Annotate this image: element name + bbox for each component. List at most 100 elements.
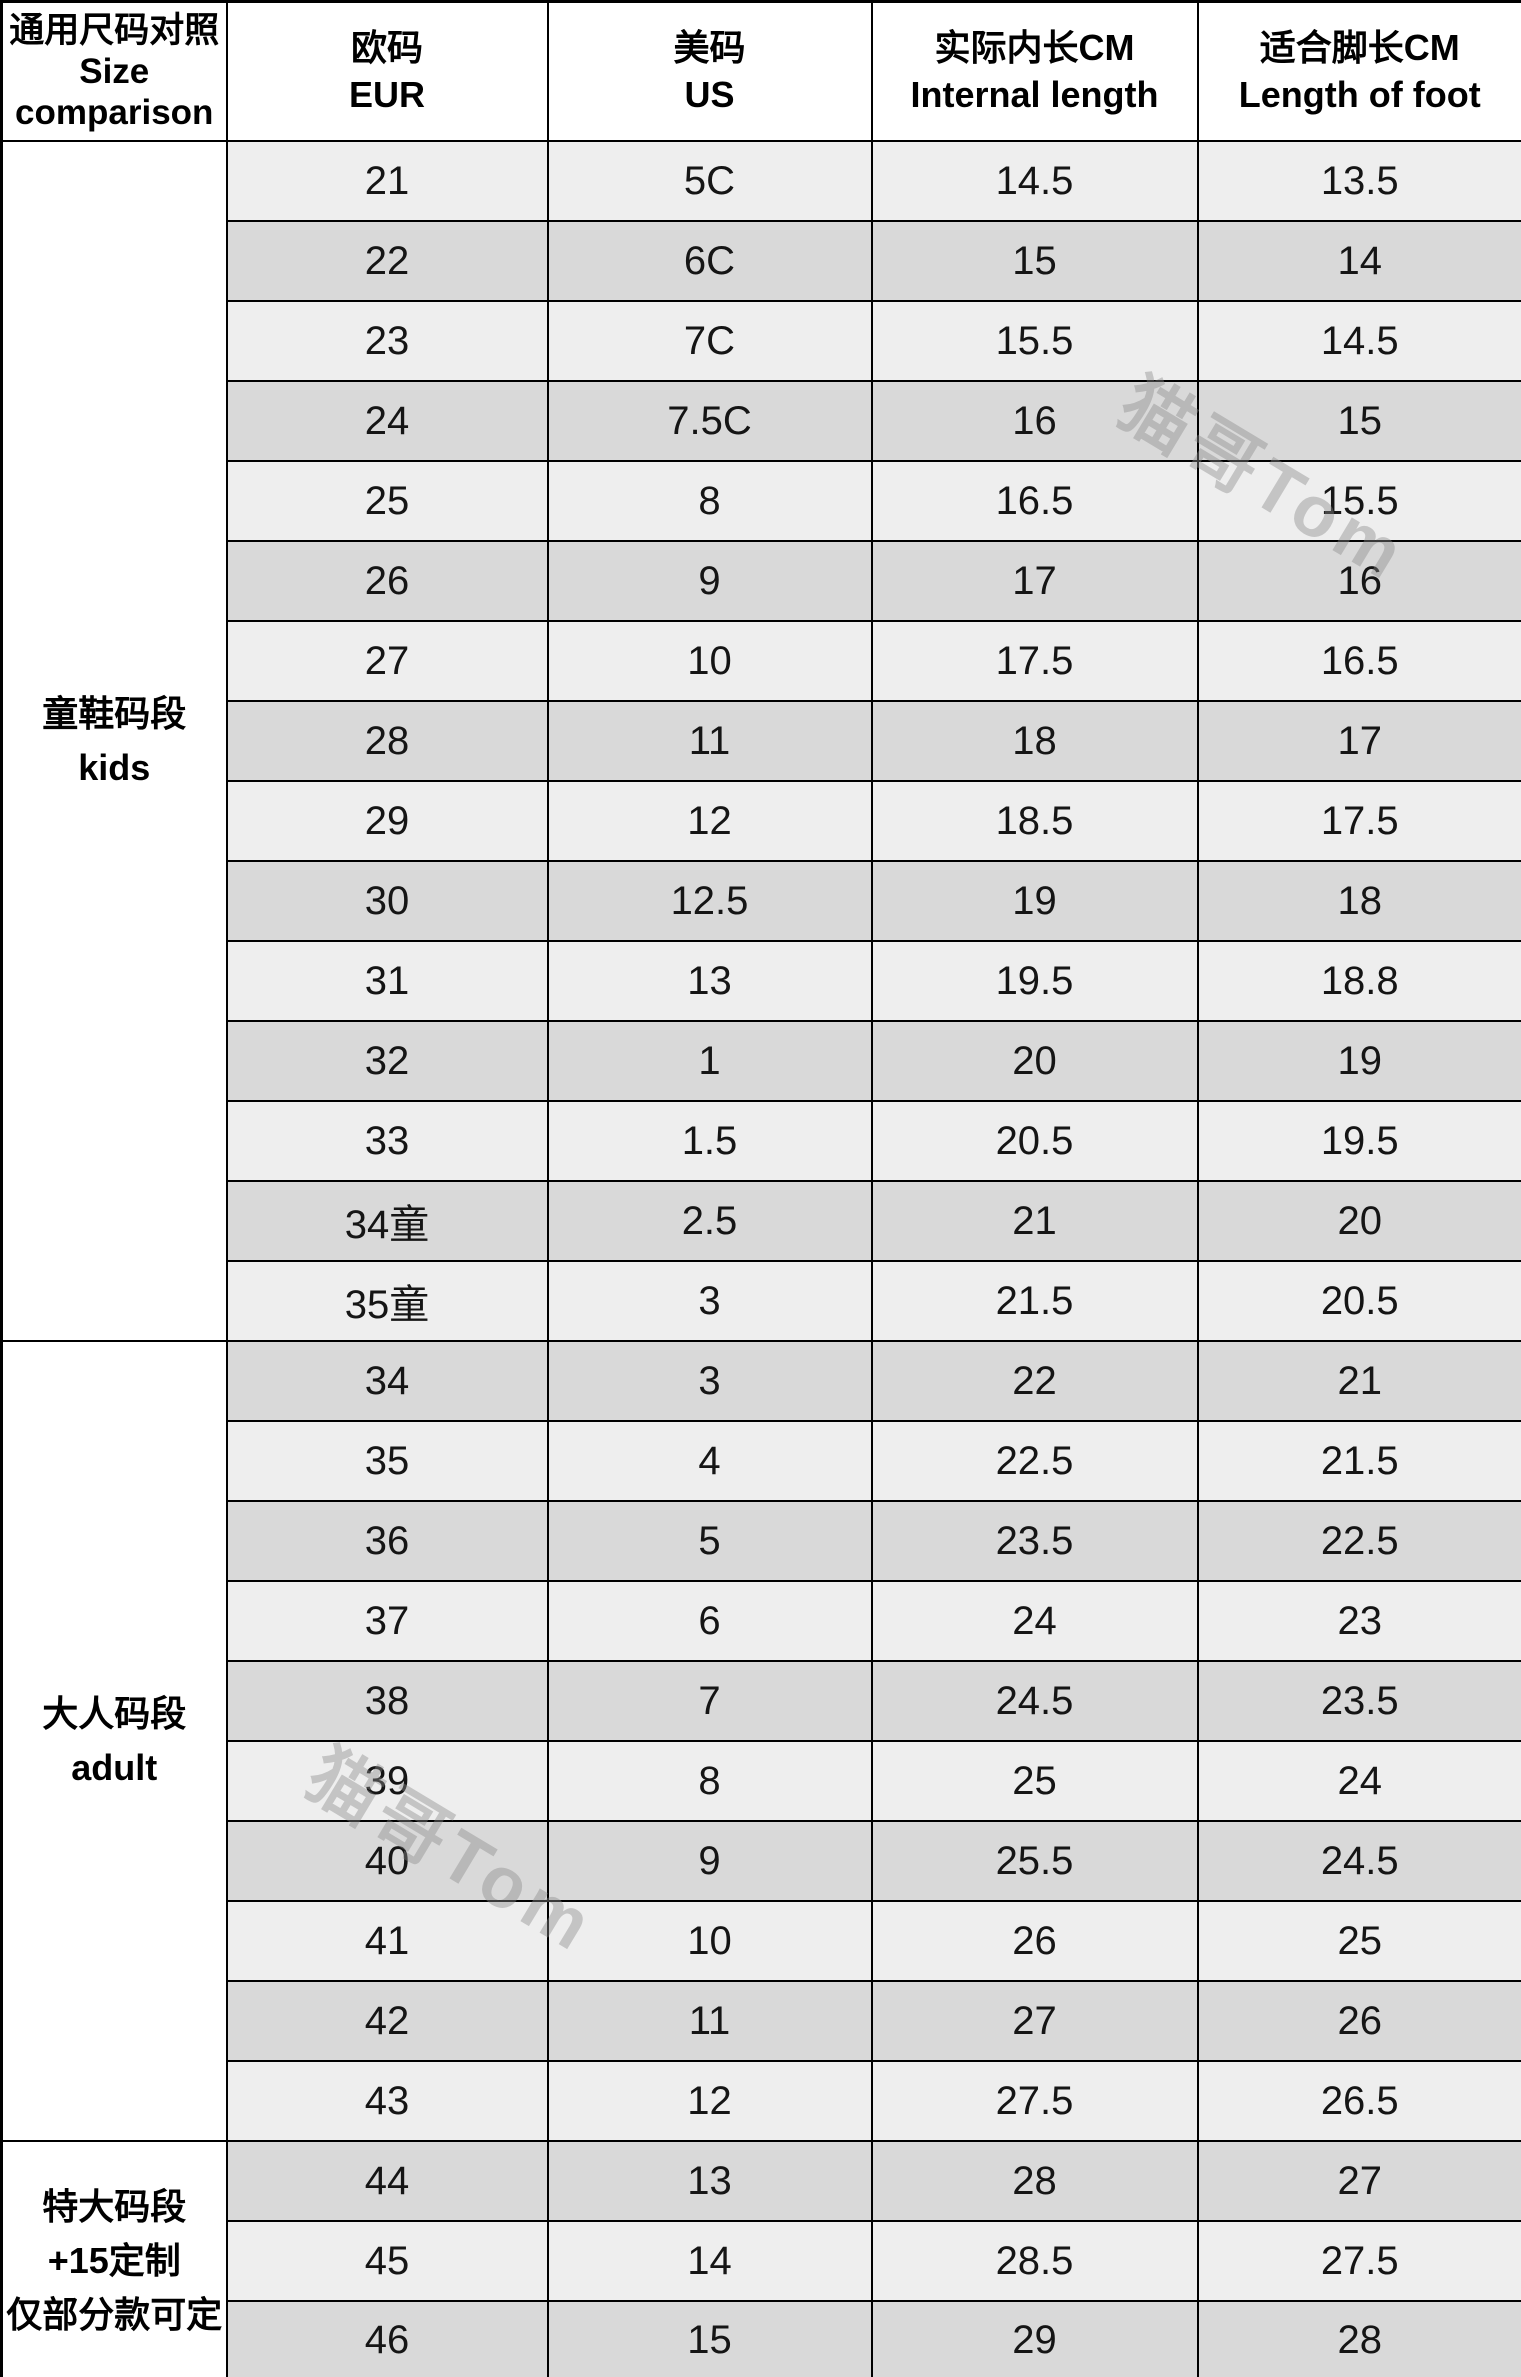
cell-eur: 28 <box>225 700 549 782</box>
cell-eur: 45 <box>225 2220 549 2302</box>
table-row: 25 8 16.5 15.5 <box>2 460 1521 542</box>
cell-us: 8 <box>546 460 873 542</box>
cell-foot-length: 21 <box>1196 1340 1521 1422</box>
cell-internal-length: 19 <box>870 860 1199 942</box>
cell-internal-length: 25.5 <box>870 1820 1199 1902</box>
table-row: 41 10 26 25 <box>2 1900 1521 1982</box>
cell-internal-length: 25 <box>870 1740 1199 1822</box>
table-header: 通用尺码对照 Size comparison 欧码 EUR 美码 US 实际内长… <box>0 0 1521 142</box>
cell-us: 11 <box>546 700 873 782</box>
cell-foot-length: 25 <box>1196 1900 1521 1982</box>
cell-foot-length: 21.5 <box>1196 1420 1521 1502</box>
cell-foot-length: 26.5 <box>1196 2060 1521 2142</box>
cell-eur: 31 <box>225 940 549 1022</box>
cell-eur: 22 <box>225 220 549 302</box>
table-row: 39 8 25 24 <box>2 1740 1521 1822</box>
header-us-en: US <box>684 73 735 115</box>
cell-foot-length: 24.5 <box>1196 1820 1521 1902</box>
cell-us: 8 <box>546 1740 873 1822</box>
header-eur-zh: 欧码 <box>350 27 423 69</box>
table-row: 27 10 17.5 16.5 <box>2 620 1521 702</box>
cell-foot-length: 17.5 <box>1196 780 1521 862</box>
cell-eur: 35童 <box>225 1260 549 1342</box>
cell-us: 7.5C <box>546 380 873 462</box>
section-label-line: 大人码段 <box>42 1693 187 1734</box>
cell-eur: 42 <box>225 1980 549 2062</box>
header-eur-en: EUR <box>348 73 425 115</box>
section-label-line: kids <box>78 747 151 788</box>
cell-eur: 37 <box>225 1580 549 1662</box>
header-us: 美码 US <box>546 0 873 142</box>
header-us-zh: 美码 <box>673 27 746 69</box>
cell-internal-length: 17 <box>870 540 1199 622</box>
section-label-line: 童鞋码段 <box>42 693 187 734</box>
cell-us: 3 <box>546 1260 873 1342</box>
cell-internal-length: 15 <box>870 220 1199 302</box>
cell-internal-length: 16 <box>870 380 1199 462</box>
cell-us: 7 <box>546 1660 873 1742</box>
cell-us: 6C <box>546 220 873 302</box>
cell-us: 12 <box>546 2060 873 2142</box>
cell-us: 9 <box>546 540 873 622</box>
cell-internal-length: 14.5 <box>870 140 1199 222</box>
cell-eur: 41 <box>225 1900 549 1982</box>
header-corner-line-zh: 通用尺码对照 <box>9 10 220 50</box>
table-row: 33 1.5 20.5 19.5 <box>2 1100 1521 1182</box>
cell-foot-length: 19.5 <box>1196 1100 1521 1182</box>
cell-us: 3 <box>546 1340 873 1422</box>
cell-eur: 29 <box>225 780 549 862</box>
table-row: 23 7C 15.5 14.5 <box>2 300 1521 382</box>
table-row: 30 12.5 19 18 <box>2 860 1521 942</box>
section-label-line: 特大码段 <box>42 2185 187 2227</box>
header-internal-zh: 实际内长CM <box>934 27 1135 69</box>
table-body: 童鞋码段 kids 21 5C 14.5 13.5 22 6C 15 14 23 7C 15.5 14.5… <box>0 140 1521 2377</box>
cell-internal-length: 20 <box>870 1020 1199 1102</box>
table-row: 31 13 19.5 18.8 <box>2 940 1521 1022</box>
cell-eur: 34 <box>225 1340 549 1422</box>
cell-us: 7C <box>546 300 873 382</box>
table-row: 大人码段 adult 34 3 22 21 <box>0 1340 1521 2142</box>
cell-internal-length: 29 <box>870 2300 1199 2377</box>
cell-eur: 46 <box>225 2300 549 2377</box>
cell-internal-length: 28.5 <box>870 2220 1199 2302</box>
header-corner-line-en1: Size <box>79 51 150 91</box>
cell-eur: 32 <box>225 1020 549 1102</box>
cell-eur: 30 <box>225 860 549 942</box>
cell-foot-length: 13.5 <box>1196 140 1521 222</box>
header-internal-length: 实际内长CM Internal length <box>870 0 1199 142</box>
table-row: 38 7 24.5 23.5 <box>2 1660 1521 1742</box>
cell-us: 14 <box>546 2220 873 2302</box>
cell-internal-length: 22 <box>870 1340 1199 1422</box>
cell-internal-length: 24 <box>870 1580 1199 1662</box>
cell-foot-length: 18 <box>1196 860 1521 942</box>
cell-internal-length: 21.5 <box>870 1260 1199 1342</box>
section-label-line: adult <box>71 1747 158 1788</box>
table-row: 26 9 17 16 <box>2 540 1521 622</box>
section-label-oversize: 特大码段 +15定制 仅部分款可定 <box>0 2140 228 2377</box>
cell-eur: 44 <box>225 2140 549 2222</box>
table-row: 35童 3 21.5 20.5 <box>2 1260 1521 1342</box>
header-row: 通用尺码对照 Size comparison 欧码 EUR 美码 US 实际内长… <box>0 0 1521 142</box>
header-internal-en: Internal length <box>910 73 1159 115</box>
cell-eur: 39 <box>225 1740 549 1822</box>
table-row: 童鞋码段 kids 21 5C 14.5 13.5 <box>0 140 1521 1342</box>
cell-eur: 34童 <box>225 1180 549 1262</box>
cell-internal-length: 18 <box>870 700 1199 782</box>
cell-internal-length: 15.5 <box>870 300 1199 382</box>
section-label-kids: 童鞋码段 kids <box>0 140 228 1342</box>
cell-us: 4 <box>546 1420 873 1502</box>
cell-us: 12.5 <box>546 860 873 942</box>
cell-foot-length: 24 <box>1196 1740 1521 1822</box>
table-row: 32 1 20 19 <box>2 1020 1521 1102</box>
cell-eur: 36 <box>225 1500 549 1582</box>
cell-us: 2.5 <box>546 1180 873 1262</box>
cell-foot-length: 28 <box>1196 2300 1521 2377</box>
cell-internal-length: 17.5 <box>870 620 1199 702</box>
cell-us: 1 <box>546 1020 873 1102</box>
cell-eur: 21 <box>225 140 549 222</box>
cell-us: 1.5 <box>546 1100 873 1182</box>
cell-eur: 35 <box>225 1420 549 1502</box>
table-row: 40 9 25.5 24.5 <box>2 1820 1521 1902</box>
cell-foot-length: 27.5 <box>1196 2220 1521 2302</box>
cell-foot-length: 23.5 <box>1196 1660 1521 1742</box>
